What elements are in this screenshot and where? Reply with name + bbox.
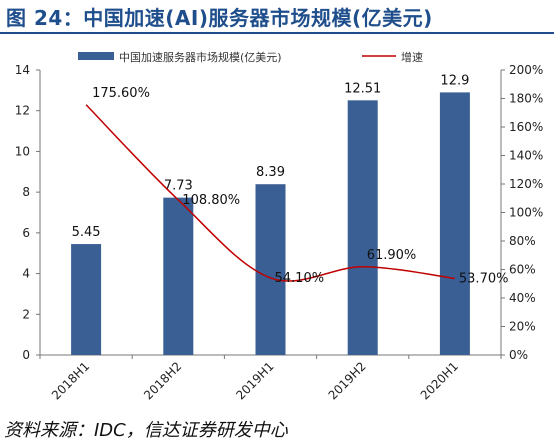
growth-value-label: 108.80% (182, 193, 240, 208)
right-tick-label: 160% (509, 120, 543, 134)
left-tick-label: 10 (15, 144, 30, 158)
growth-value-label: 53.70% (459, 271, 509, 286)
legend-bar-label: 中国加速服务器市场规模(亿美元) (119, 50, 282, 64)
growth-value-label: 175.60% (92, 86, 150, 101)
x-tick-label: 2020H1 (418, 359, 461, 402)
ai-server-market-chart: 024681012140%20%40%60%80%100%120%140%160… (15, 50, 544, 402)
right-tick-label: 100% (509, 206, 543, 220)
growth-value-label: 54.10% (275, 271, 325, 286)
legend-line-label: 增速 (401, 50, 423, 64)
right-tick-label: 120% (509, 177, 543, 191)
bar-value-label: 5.45 (72, 225, 101, 240)
left-tick-label: 12 (15, 104, 30, 118)
bar (347, 100, 378, 355)
right-tick-label: 140% (509, 149, 543, 163)
growth-value-label: 61.90% (367, 248, 417, 263)
right-tick-label: 20% (509, 320, 536, 334)
right-tick-label: 80% (509, 234, 536, 248)
growth-line (85, 104, 455, 282)
x-tick-label: 2018H1 (49, 359, 92, 402)
left-tick-label: 6 (22, 226, 30, 240)
left-tick-label: 2 (22, 307, 30, 321)
left-tick-label: 0 (22, 348, 30, 362)
bar (71, 244, 102, 355)
bar (163, 197, 194, 355)
left-tick-label: 14 (15, 63, 30, 77)
bar (439, 92, 470, 356)
legend-bar-swatch (78, 52, 114, 60)
source-note: 资料来源：IDC，信达证券研发中心 (4, 420, 288, 441)
right-tick-label: 40% (509, 291, 536, 305)
right-tick-label: 60% (509, 263, 536, 277)
left-tick-label: 8 (22, 185, 30, 199)
right-tick-label: 180% (509, 92, 543, 106)
right-tick-label: 0% (509, 348, 528, 362)
bar-value-label: 12.51 (344, 81, 381, 96)
x-tick-label: 2018H2 (141, 359, 184, 402)
figure-title: 图 24：中国加速(AI)服务器市场规模(亿美元) (6, 6, 433, 30)
x-tick-label: 2019H1 (233, 359, 276, 402)
right-tick-label: 200% (509, 63, 543, 77)
bar-value-label: 8.39 (256, 165, 285, 180)
bar (255, 184, 286, 355)
bar-value-label: 12.9 (440, 73, 469, 88)
bar-value-label: 7.73 (164, 179, 193, 194)
left-tick-label: 4 (22, 267, 30, 281)
x-tick-label: 2019H2 (326, 359, 369, 402)
title-divider (0, 32, 554, 34)
